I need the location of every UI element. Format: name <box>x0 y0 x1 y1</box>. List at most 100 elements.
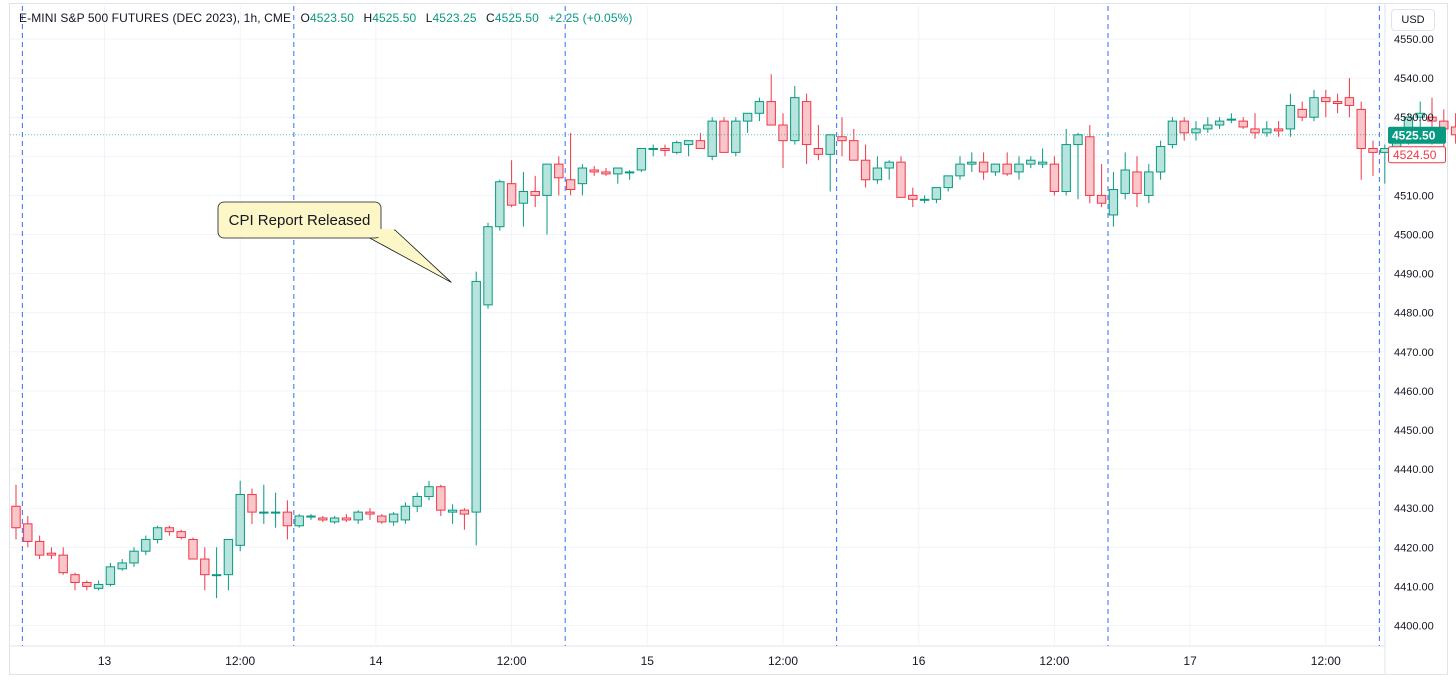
candle-body <box>1120 169 1130 194</box>
candle <box>412 492 422 513</box>
candle-body <box>1380 147 1390 153</box>
candle-body <box>188 538 198 560</box>
price-axis[interactable]: 4400.00 4410.00 4420.00 4430.00 4440.00 4450.… <box>1394 34 1434 633</box>
candle-body <box>1167 120 1178 146</box>
low-label: L <box>425 11 433 25</box>
candle-body <box>1226 118 1237 121</box>
callout-box <box>217 201 382 239</box>
candle-body <box>152 527 163 540</box>
candle-body <box>860 159 871 181</box>
candle-body <box>1309 97 1319 118</box>
candle-body <box>695 140 706 149</box>
candle <box>1061 128 1071 196</box>
candle <box>459 508 470 530</box>
candle-body <box>424 486 434 497</box>
candle <box>1214 117 1225 129</box>
candle <box>955 156 965 180</box>
x-tick-label: 15 <box>641 654 655 668</box>
candle <box>742 112 753 133</box>
cpi-callout[interactable]: CPI Report Released <box>217 201 452 283</box>
chart-frame <box>9 3 1448 675</box>
candle-body <box>636 147 647 171</box>
candle <box>554 156 564 196</box>
candle-body <box>329 517 340 523</box>
candle <box>471 271 481 546</box>
y-tick-label: 4470.00 <box>1394 347 1434 359</box>
candle-body <box>1096 194 1107 204</box>
candle <box>424 480 434 501</box>
candle <box>1002 152 1012 176</box>
x-tick-label: 12:00 <box>1311 654 1341 668</box>
candle <box>341 514 352 522</box>
currency-button[interactable]: USD <box>1392 10 1434 30</box>
candle-body <box>1344 97 1355 106</box>
candle <box>1144 164 1154 204</box>
time-axis[interactable]: 13 12:00 14 12:00 15 12:00 16 12:00 17 12:00 <box>98 654 1341 668</box>
y-tick-label: 4460.00 <box>1394 386 1434 398</box>
candle <box>849 128 859 161</box>
candle-body <box>318 517 328 521</box>
candle-body <box>518 190 529 204</box>
candle-body <box>1368 147 1378 153</box>
candle <box>11 484 21 540</box>
candle-body <box>1144 171 1154 196</box>
candle-body <box>1073 134 1083 146</box>
y-tick-label: 4410.00 <box>1394 581 1434 593</box>
candle-body <box>341 517 352 521</box>
last-price-tag <box>1388 126 1446 144</box>
y-tick-label: 4490.00 <box>1394 269 1434 281</box>
candle <box>152 525 163 544</box>
candle <box>801 93 812 165</box>
candle-body <box>365 511 375 515</box>
candle-body <box>1356 108 1366 149</box>
candle <box>105 562 116 587</box>
candle <box>188 537 198 560</box>
high-label: H <box>363 11 373 25</box>
candle-body <box>46 552 57 556</box>
candle-body <box>565 179 576 191</box>
candle <box>1321 89 1331 118</box>
candle-body <box>1238 120 1248 128</box>
candle <box>1096 164 1107 208</box>
candle-body <box>105 566 116 585</box>
prev-price-text: 4524.50 <box>1393 148 1437 162</box>
candle-body <box>1108 189 1119 216</box>
candle-body <box>506 183 517 206</box>
candle <box>967 152 977 172</box>
candle <box>766 74 776 126</box>
candle-body <box>778 124 788 142</box>
candle <box>931 187 942 204</box>
candle <box>82 580 92 591</box>
candle-body <box>542 163 552 196</box>
candle-body <box>306 515 316 518</box>
candle-body <box>872 167 883 181</box>
candle-body <box>400 505 411 521</box>
candle <box>577 164 588 196</box>
candle-body <box>270 511 281 514</box>
candle <box>164 525 175 536</box>
candle-body <box>1203 124 1213 130</box>
y-tick-label: 4540.00 <box>1394 73 1434 85</box>
candle-body <box>849 140 859 161</box>
candle <box>1415 101 1425 129</box>
candle-body <box>908 194 918 200</box>
candle-body <box>766 101 776 126</box>
candle <box>601 168 611 176</box>
y-tick-label: 4480.00 <box>1394 308 1434 320</box>
candle-body <box>282 511 293 527</box>
candle <box>565 132 576 196</box>
candle-body <box>93 583 104 589</box>
candle-body <box>200 558 210 576</box>
candle <box>731 117 741 157</box>
candle <box>117 559 127 571</box>
candle-body <box>495 181 505 228</box>
candle-body <box>1026 159 1036 165</box>
candle-body <box>1037 161 1048 165</box>
candle <box>318 516 328 522</box>
x-tick-label: 16 <box>912 654 926 668</box>
candle-body <box>813 147 824 155</box>
candle <box>648 144 658 157</box>
candle-body <box>223 538 234 576</box>
candle <box>672 140 682 155</box>
